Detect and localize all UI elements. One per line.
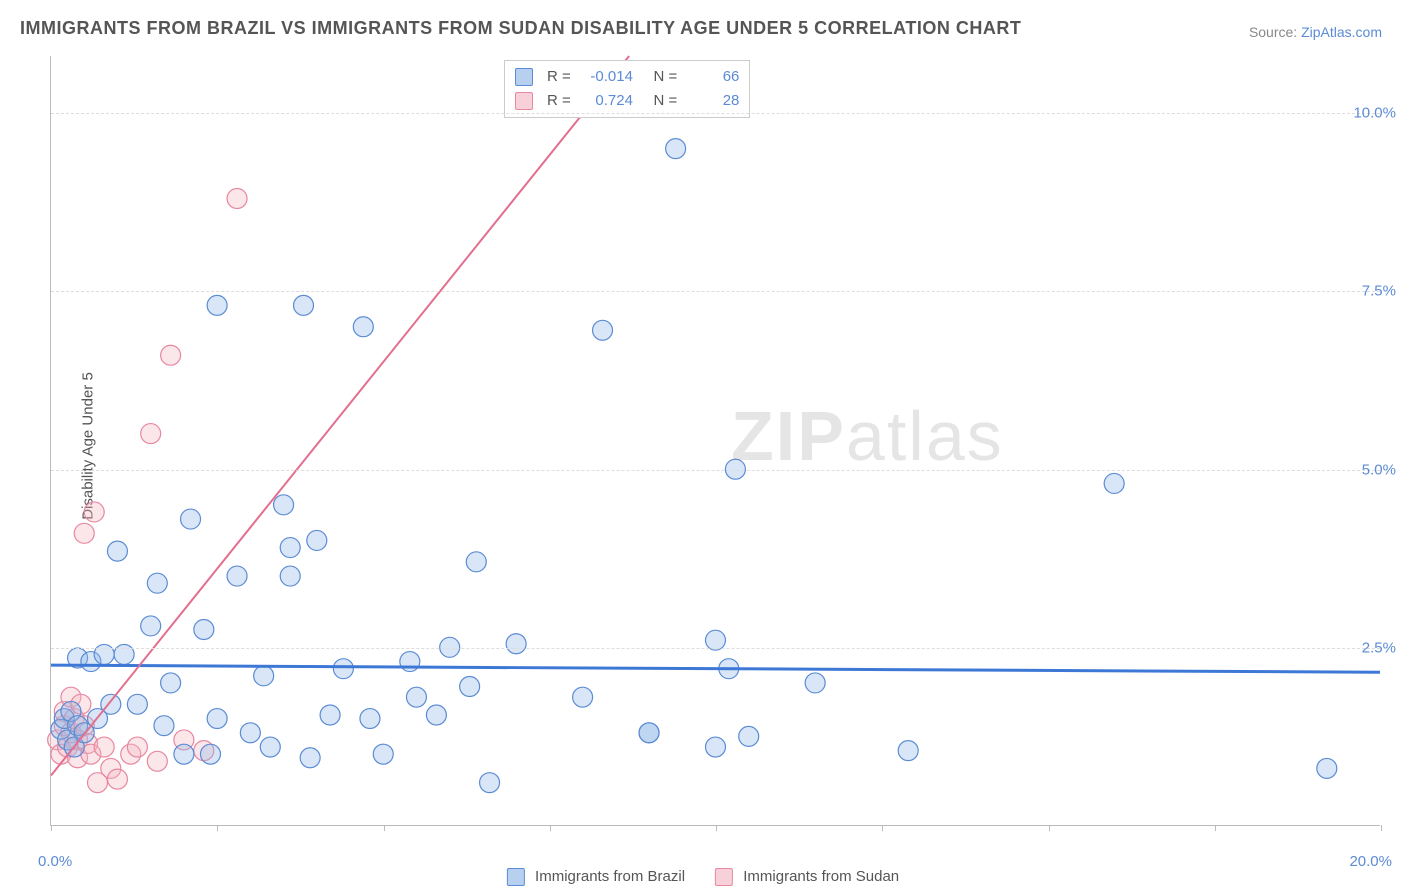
- data-point: [506, 634, 526, 654]
- r-value-brazil: -0.014: [583, 65, 633, 89]
- data-point: [141, 424, 161, 444]
- x-tick: [550, 825, 551, 831]
- legend-label-sudan: Immigrants from Sudan: [743, 868, 899, 885]
- data-point: [333, 659, 353, 679]
- data-point: [181, 509, 201, 529]
- data-point: [107, 541, 127, 561]
- stats-row-brazil: R = -0.014 N = 66: [515, 65, 739, 89]
- data-point: [161, 673, 181, 693]
- x-tick: [1381, 825, 1382, 831]
- gridline-h: [51, 648, 1380, 649]
- data-point: [260, 737, 280, 757]
- data-point: [466, 552, 486, 572]
- data-point: [254, 666, 274, 686]
- data-point: [480, 773, 500, 793]
- stats-row-sudan: R = 0.724 N = 28: [515, 89, 739, 113]
- data-point: [127, 694, 147, 714]
- data-point: [147, 573, 167, 593]
- n-value-sudan: 28: [689, 89, 739, 113]
- x-tick: [217, 825, 218, 831]
- data-point: [300, 748, 320, 768]
- data-point: [154, 716, 174, 736]
- data-point: [161, 345, 181, 365]
- r-value-sudan: 0.724: [583, 89, 633, 113]
- data-point: [406, 687, 426, 707]
- legend-item-brazil: Immigrants from Brazil: [507, 868, 685, 886]
- x-tick: [1215, 825, 1216, 831]
- legend-item-sudan: Immigrants from Sudan: [715, 868, 899, 886]
- data-point: [147, 751, 167, 771]
- data-point: [593, 320, 613, 340]
- data-point: [207, 295, 227, 315]
- data-point: [294, 295, 314, 315]
- data-point: [84, 502, 104, 522]
- x-tick-label-left: 0.0%: [38, 853, 72, 870]
- legend-swatch-brazil: [507, 868, 525, 886]
- chart-title: IMMIGRANTS FROM BRAZIL VS IMMIGRANTS FRO…: [20, 18, 1021, 39]
- data-point: [227, 566, 247, 586]
- legend-swatch-sudan: [715, 868, 733, 886]
- y-tick-label: 10.0%: [1353, 105, 1396, 122]
- data-point: [1317, 758, 1337, 778]
- data-point: [200, 744, 220, 764]
- data-point: [174, 744, 194, 764]
- data-point: [320, 705, 340, 725]
- data-point: [805, 673, 825, 693]
- data-point: [307, 530, 327, 550]
- x-tick: [882, 825, 883, 831]
- n-value-brazil: 66: [689, 65, 739, 89]
- data-point: [898, 741, 918, 761]
- source-attribution: Source: ZipAtlas.com: [1249, 24, 1382, 40]
- data-point: [94, 737, 114, 757]
- chart-plot-area: R = -0.014 N = 66 R = 0.724 N = 28 ZIPat…: [50, 56, 1380, 826]
- x-tick: [1049, 825, 1050, 831]
- data-point: [705, 737, 725, 757]
- data-point: [141, 616, 161, 636]
- stats-swatch-sudan: [515, 92, 533, 110]
- gridline-h: [51, 291, 1380, 292]
- legend-label-brazil: Immigrants from Brazil: [535, 868, 685, 885]
- gridline-h: [51, 113, 1380, 114]
- data-point: [739, 726, 759, 746]
- data-point: [353, 317, 373, 337]
- x-tick: [384, 825, 385, 831]
- x-tick: [716, 825, 717, 831]
- correlation-stats-box: R = -0.014 N = 66 R = 0.724 N = 28: [504, 60, 750, 118]
- data-point: [227, 188, 247, 208]
- data-point: [107, 769, 127, 789]
- data-point: [127, 737, 147, 757]
- source-link[interactable]: ZipAtlas.com: [1301, 24, 1382, 40]
- data-point: [194, 619, 214, 639]
- y-tick-label: 5.0%: [1362, 461, 1396, 478]
- data-point: [280, 538, 300, 558]
- data-point: [274, 495, 294, 515]
- x-tick: [51, 825, 52, 831]
- data-point: [1104, 473, 1124, 493]
- data-point: [373, 744, 393, 764]
- source-label: Source:: [1249, 24, 1297, 40]
- stats-swatch-brazil: [515, 68, 533, 86]
- data-point: [360, 709, 380, 729]
- scatter-plot-svg: [51, 56, 1380, 825]
- y-tick-label: 7.5%: [1362, 283, 1396, 300]
- data-point: [460, 676, 480, 696]
- data-point: [639, 723, 659, 743]
- legend-bottom: Immigrants from Brazil Immigrants from S…: [507, 868, 899, 886]
- x-tick-label-right: 20.0%: [1349, 853, 1392, 870]
- data-point: [240, 723, 260, 743]
- data-point: [280, 566, 300, 586]
- data-point: [426, 705, 446, 725]
- data-point: [573, 687, 593, 707]
- data-point: [74, 523, 94, 543]
- data-point: [207, 709, 227, 729]
- y-tick-label: 2.5%: [1362, 639, 1396, 656]
- gridline-h: [51, 470, 1380, 471]
- data-point: [666, 139, 686, 159]
- regression-line: [51, 665, 1380, 672]
